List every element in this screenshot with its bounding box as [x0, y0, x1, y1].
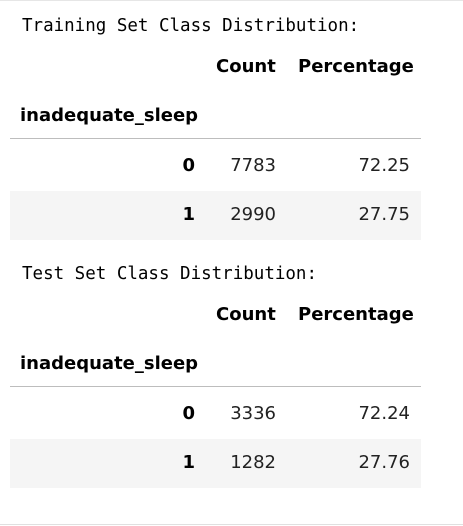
- table-row: 1 1282 27.76: [10, 439, 421, 488]
- index-name-header: inadequate_sleep: [20, 353, 199, 374]
- test-heading: Test Set Class Distribution:: [22, 264, 318, 284]
- training-dataframe: Count Percentage inadequate_sleep 0 7783…: [10, 52, 421, 240]
- row-index: 1: [182, 204, 195, 225]
- output-bottom-border: [0, 524, 463, 525]
- row-index: 0: [182, 155, 195, 176]
- row-percentage: 72.25: [358, 155, 410, 176]
- index-name-header: inadequate_sleep: [20, 105, 199, 126]
- row-count: 7783: [230, 155, 276, 176]
- table-row: 0 7783 72.25: [10, 142, 421, 191]
- row-percentage: 72.24: [358, 403, 410, 424]
- column-header-count: Count: [216, 304, 276, 325]
- row-percentage: 27.75: [358, 204, 410, 225]
- training-heading: Training Set Class Distribution:: [22, 16, 360, 36]
- row-percentage: 27.76: [358, 452, 410, 473]
- table-row: 1 2990 27.75: [10, 191, 421, 240]
- row-index: 1: [182, 452, 195, 473]
- header-divider: [10, 138, 421, 139]
- column-header-percentage: Percentage: [298, 304, 414, 325]
- table-row: 0 3336 72.24: [10, 390, 421, 439]
- output-top-border: [0, 0, 463, 1]
- row-count: 2990: [230, 204, 276, 225]
- test-dataframe: Count Percentage inadequate_sleep 0 3336…: [10, 300, 421, 488]
- row-count: 1282: [230, 452, 276, 473]
- column-header-count: Count: [216, 56, 276, 77]
- column-header-percentage: Percentage: [298, 56, 414, 77]
- row-index: 0: [182, 403, 195, 424]
- header-divider: [10, 386, 421, 387]
- row-count: 3336: [230, 403, 276, 424]
